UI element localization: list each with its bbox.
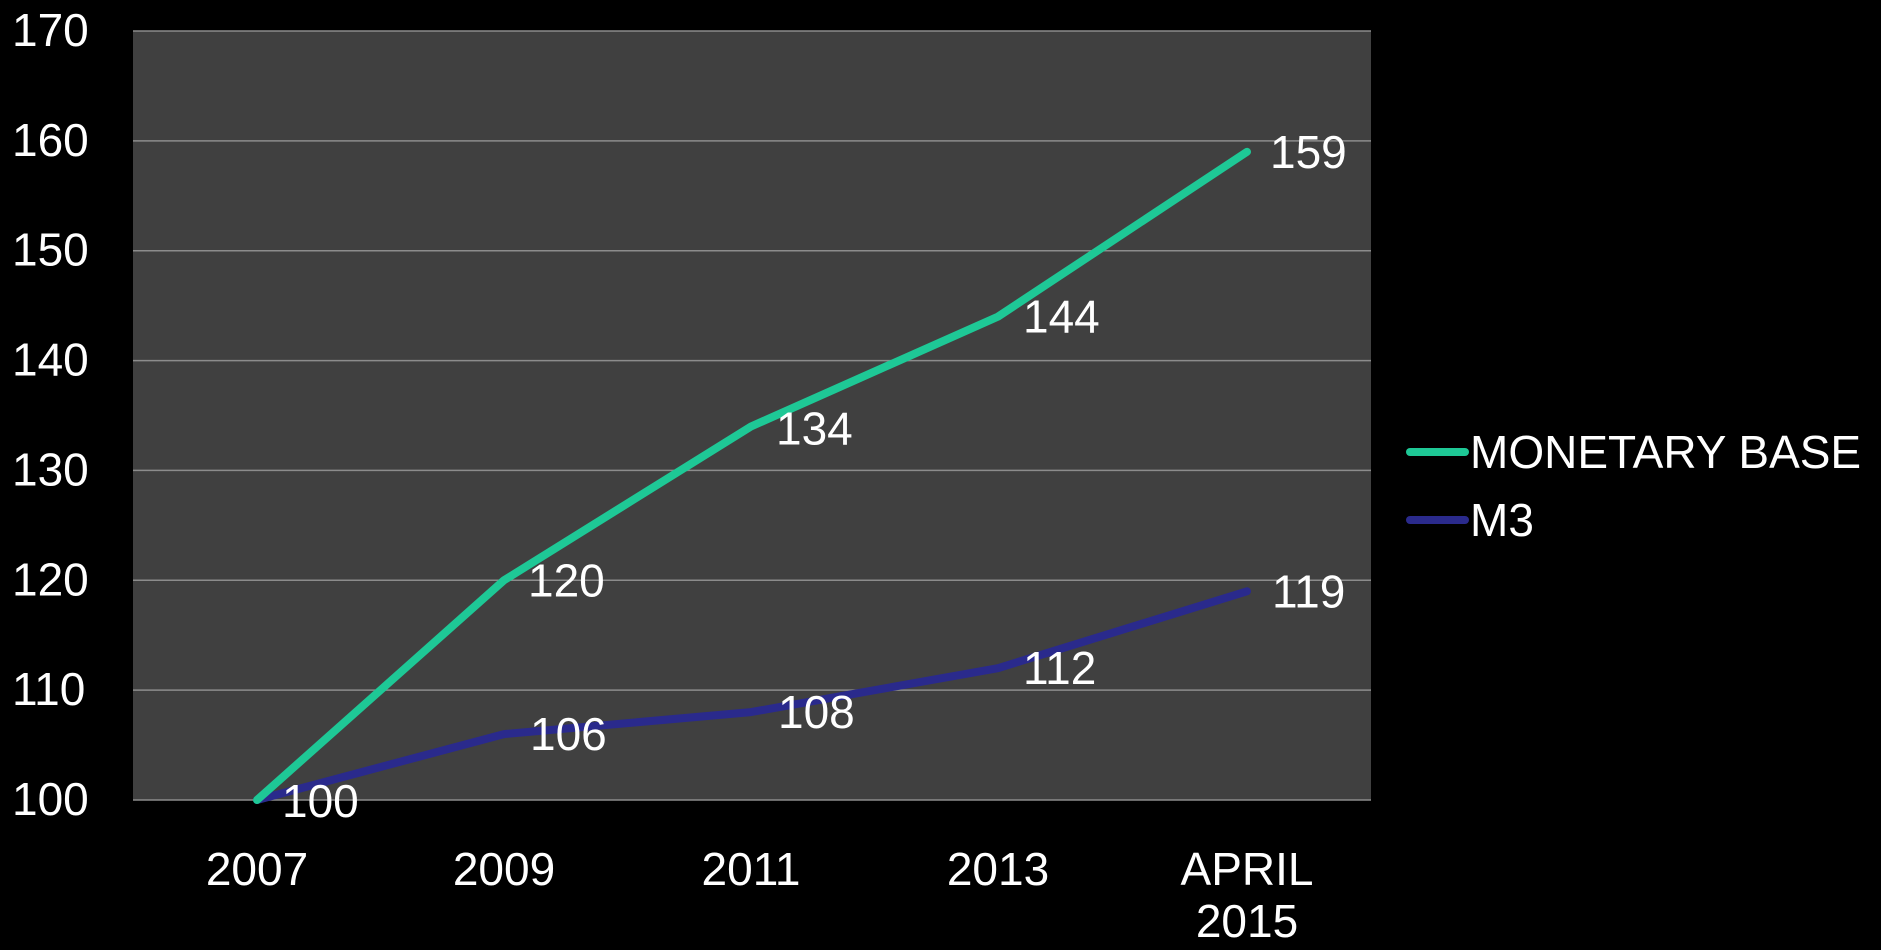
y-tick-label: 140 — [12, 334, 89, 386]
data-labels: 100 120 134 144 159 106 108 112 119 — [282, 126, 1347, 827]
data-label: 100 — [282, 775, 359, 827]
y-tick-label: 160 — [12, 114, 89, 166]
y-tick-label: 120 — [12, 553, 89, 605]
y-tick-label: 130 — [12, 443, 89, 495]
legend-label: M3 — [1470, 494, 1534, 546]
data-label: 112 — [1023, 642, 1096, 694]
x-tick-label: 2007 — [206, 843, 308, 895]
data-label: 108 — [778, 686, 855, 738]
x-tick-label: 2013 — [947, 843, 1049, 895]
data-label: 120 — [528, 554, 605, 606]
data-label: 119 — [1272, 565, 1345, 617]
y-tick-label: 170 — [12, 4, 89, 56]
data-label: 144 — [1023, 291, 1100, 343]
x-tick-label: APRIL 2015 — [1181, 843, 1314, 945]
series-lines — [253, 147, 1251, 804]
series-line-m3 — [253, 587, 1251, 804]
data-label: 134 — [776, 402, 853, 454]
data-label: 159 — [1270, 126, 1347, 178]
series-line-monetary-base — [253, 147, 1251, 804]
legend-label: MONETARY BASE — [1470, 426, 1861, 478]
y-tick-label: 150 — [12, 224, 89, 276]
gridlines — [133, 30, 1371, 801]
x-tick-label: 2011 — [702, 843, 801, 895]
y-tick-label: 110 — [12, 663, 85, 715]
y-tick-label: 100 — [12, 773, 89, 825]
x-axis-ticks: 2007 2009 2011 2013 APRIL 2015 — [206, 843, 1314, 947]
y-axis-ticks: 100 110 120 130 140 150 160 170 — [12, 4, 89, 825]
plot-area — [133, 31, 1371, 800]
data-label: 106 — [530, 708, 607, 760]
legend: MONETARY BASE M3 — [1406, 426, 1861, 546]
x-tick-label: 2009 — [453, 843, 555, 895]
